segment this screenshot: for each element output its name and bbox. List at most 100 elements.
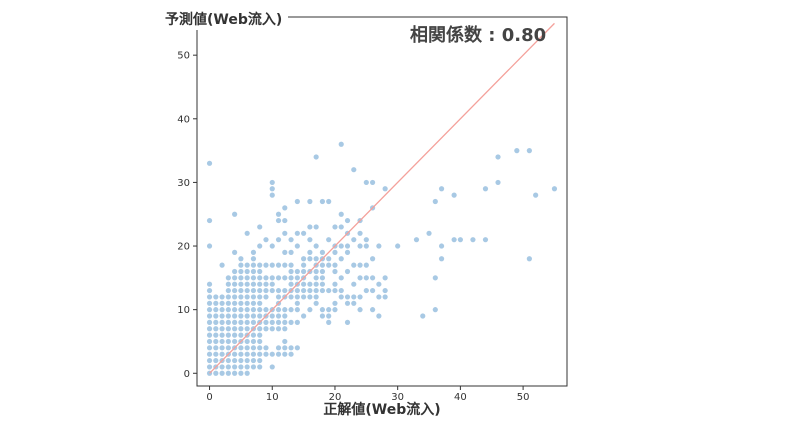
scatter-point (282, 307, 288, 313)
scatter-point (206, 351, 213, 357)
scatter-point (269, 275, 275, 281)
scatter-point (533, 192, 539, 198)
scatter-point (307, 249, 313, 255)
scatter-point (225, 319, 231, 325)
scatter-point (250, 319, 257, 325)
scatter-point (250, 338, 257, 345)
scatter-point (357, 307, 363, 313)
scatter-point (206, 160, 213, 166)
scatter-point (232, 351, 238, 357)
scatter-point (357, 262, 363, 268)
scatter-point (244, 275, 250, 281)
scatter-point (313, 281, 319, 287)
scatter-point (257, 364, 263, 370)
scatter-point (282, 319, 288, 325)
scatter-point (363, 237, 369, 243)
scatter-point (438, 243, 445, 249)
scatter-point (351, 294, 357, 300)
scatter-point (244, 351, 250, 357)
scatter-point (244, 294, 250, 300)
scatter-point (294, 287, 300, 294)
scatter-point (263, 307, 269, 313)
scatter-point (313, 300, 319, 306)
x-tick-label: 40 (454, 392, 467, 403)
scatter-point (301, 262, 307, 268)
scatter-point (319, 313, 326, 319)
scatter-point (363, 262, 369, 268)
scatter-point (313, 287, 319, 294)
scatter-point (238, 294, 244, 300)
scatter-point (257, 287, 263, 294)
scatter-point (413, 237, 420, 243)
scatter-point (282, 287, 288, 294)
scatter-point (470, 237, 476, 243)
scatter-point (225, 281, 231, 287)
scatter-point (219, 300, 225, 306)
scatter-point (269, 351, 275, 357)
scatter-point (313, 268, 319, 275)
scatter-point (319, 268, 326, 275)
scatter-point (225, 307, 231, 313)
scatter-point (250, 307, 257, 313)
scatter-point (307, 287, 313, 294)
scatter-point (263, 294, 269, 300)
scatter-point (219, 351, 225, 357)
scatter-point (225, 313, 231, 319)
scatter-point (213, 294, 219, 300)
scatter-point (332, 300, 338, 306)
scatter-point (263, 275, 269, 281)
scatter-point (206, 217, 213, 224)
scatter-point (232, 364, 238, 370)
scatter-point (275, 211, 282, 217)
x-axis-title: 正解値(Web流入) (323, 401, 440, 418)
scatter-point (275, 313, 282, 319)
scatter-point (294, 307, 300, 313)
scatter-point (307, 237, 313, 243)
scatter-point (307, 198, 313, 205)
scatter-point (219, 307, 225, 313)
scatter-point (275, 275, 282, 281)
scatter-point (332, 268, 338, 275)
scatter-point (269, 192, 275, 198)
scatter-point (351, 281, 357, 287)
scatter-point (257, 294, 263, 300)
scatter-point (213, 300, 219, 306)
scatter-point (269, 262, 275, 268)
scatter-point (225, 345, 231, 351)
scatter-point (275, 351, 282, 357)
scatter-point (263, 351, 269, 357)
scatter-point (244, 357, 250, 364)
scatter-point (244, 281, 250, 287)
scatter-point (313, 256, 319, 262)
scatter-point (269, 313, 275, 319)
scatter-point (294, 198, 300, 205)
scatter-point (257, 307, 263, 313)
scatter-point (495, 179, 501, 186)
scatter-point (269, 243, 275, 249)
scatter-point (301, 281, 307, 287)
scatter-point (307, 307, 313, 313)
scatter-point (244, 230, 250, 236)
scatter-point (213, 338, 219, 345)
scatter-point (307, 294, 313, 300)
scatter-point (244, 364, 250, 370)
scatter-point (301, 256, 307, 262)
scatter-point (244, 370, 250, 376)
scatter-point (213, 319, 219, 325)
scatter-point (326, 262, 332, 268)
scatter-point (319, 198, 326, 205)
scatter-point (263, 237, 269, 243)
scatter-point (313, 154, 319, 160)
scatter-point (326, 287, 332, 294)
scatter-point (288, 281, 294, 287)
scatter-point (338, 211, 344, 217)
scatter-point (376, 281, 382, 287)
scatter-point (338, 256, 344, 262)
scatter-point (551, 186, 558, 192)
scatter-point (244, 345, 250, 351)
scatter-point (457, 237, 463, 243)
scatter-point (451, 192, 457, 198)
scatter-point (225, 300, 231, 306)
scatter-point (238, 307, 244, 313)
